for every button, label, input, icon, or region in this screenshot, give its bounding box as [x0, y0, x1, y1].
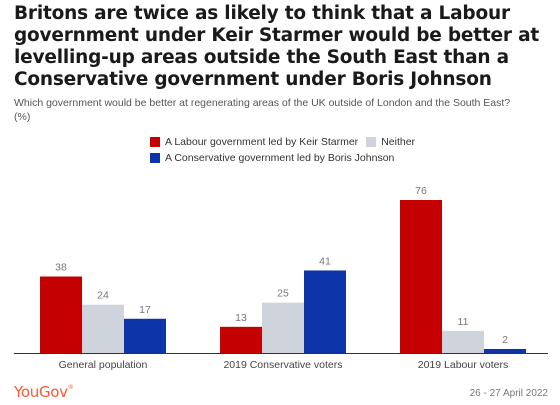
- bar-general-population-series-2: [124, 318, 166, 353]
- legend-item-conservative: A Conservative government led by Boris J…: [150, 152, 394, 164]
- bar-general-population-series-1: [82, 304, 124, 353]
- data-label-general-population-series-1: 24: [97, 290, 109, 302]
- bar-2019-conservative-voters-series-1: [262, 302, 304, 353]
- bar-2019-labour-voters-series-2: [484, 348, 526, 353]
- bar-2019-labour-voters-series-1: [442, 330, 484, 353]
- data-label-2019-conservative-voters-series-1: 25: [277, 288, 289, 300]
- legend-label-neither: Neither: [381, 136, 416, 148]
- legend-label-labour: A Labour government led by Keir Starmer: [165, 136, 359, 148]
- survey-date: 26 - 27 April 2022: [469, 388, 548, 399]
- chart-subtitle: Which government would be better at rege…: [14, 97, 511, 109]
- yougov-logo: YouGov®: [14, 383, 74, 401]
- legend: A Labour government led by Keir Starmer …: [150, 134, 530, 166]
- data-label-2019-conservative-voters-series-2: 41: [319, 255, 331, 267]
- bar-2019-labour-voters-series-0: [400, 200, 442, 353]
- bar-2019-conservative-voters-series-0: [220, 326, 262, 353]
- data-label-general-population-series-0: 38: [55, 262, 67, 274]
- data-label-2019-labour-voters-series-0: 76: [415, 185, 427, 197]
- chart-unit: (%): [14, 111, 31, 123]
- legend-swatch-neither: [366, 137, 377, 147]
- legend-item-neither: Neither: [366, 136, 415, 148]
- bar-2019-conservative-voters-series-2: [304, 270, 346, 353]
- legend-swatch-labour: [150, 137, 160, 147]
- x-tick-label-general-population: General population: [59, 359, 148, 371]
- legend-item-labour: A Labour government led by Keir Starmer: [150, 136, 358, 148]
- bar-general-population-series-0: [40, 276, 82, 353]
- x-tick-label-2019-conservative-voters: 2019 Conservative voters: [223, 359, 342, 371]
- data-label-2019-conservative-voters-series-0: 13: [235, 312, 247, 324]
- data-label-general-population-series-2: 17: [139, 304, 151, 316]
- data-label-2019-labour-voters-series-1: 11: [458, 316, 469, 328]
- legend-label-conservative: A Conservative government led by Boris J…: [165, 152, 395, 164]
- legend-swatch-conservative: [150, 153, 160, 163]
- chart-title: Britons are twice as likely to think tha…: [14, 3, 539, 90]
- x-tick-label-2019-labour-voters: 2019 Labour voters: [418, 359, 508, 371]
- data-label-2019-labour-voters-series-2: 2: [502, 334, 508, 346]
